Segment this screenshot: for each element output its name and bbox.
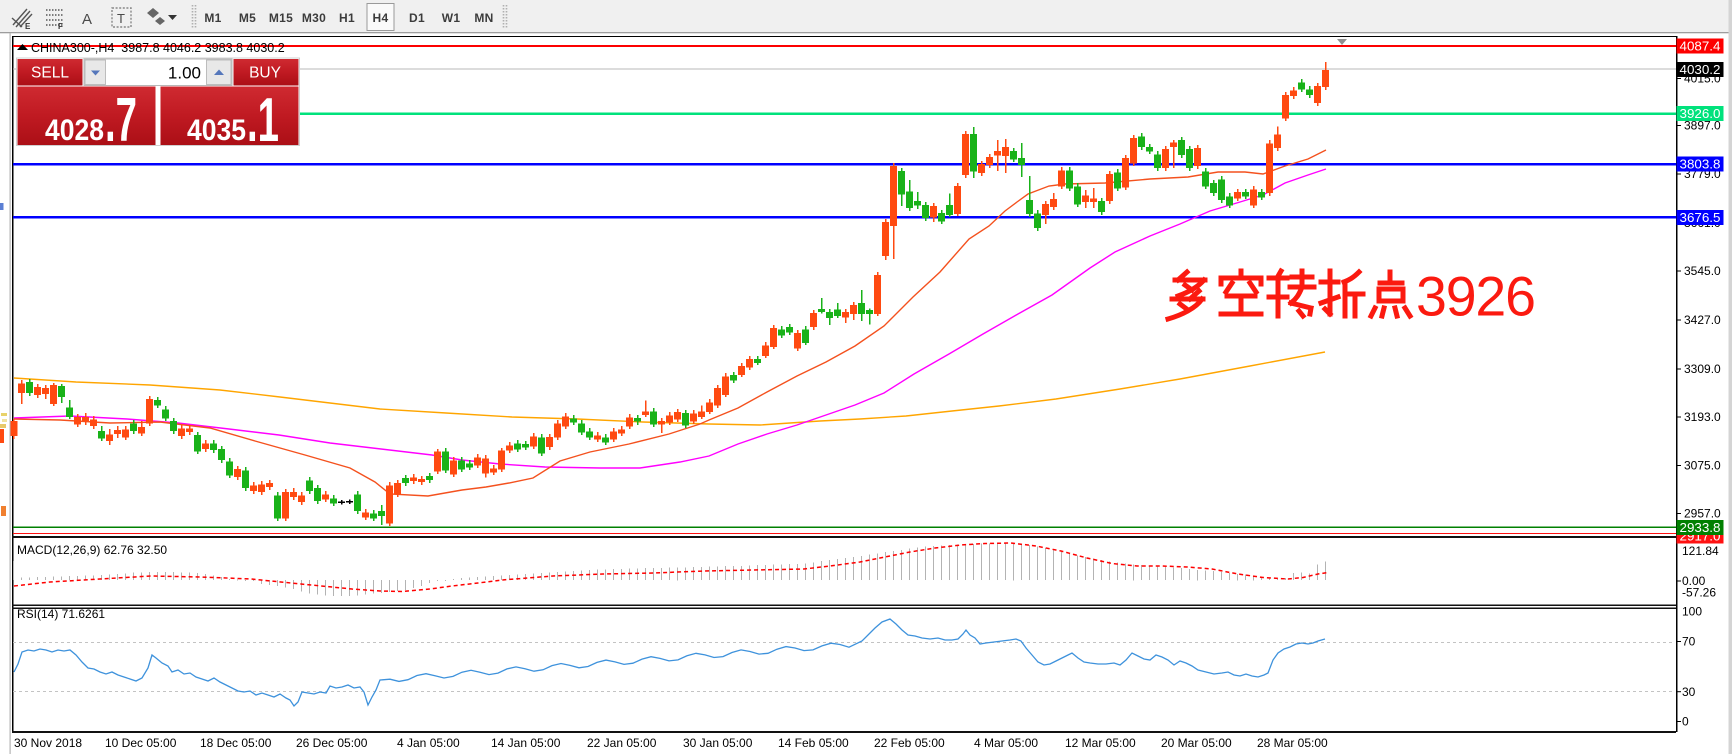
svg-text:M15: M15 [269,11,293,25]
svg-text:3803.8: 3803.8 [1680,158,1721,172]
svg-text:2957.0: 2957.0 [1684,507,1721,521]
svg-text:SELL: SELL [31,65,69,82]
svg-text:18 Dec 05:00: 18 Dec 05:00 [200,736,272,750]
svg-text:-57.26: -57.26 [1682,586,1716,600]
svg-text:3926.0: 3926.0 [1680,107,1721,121]
svg-text:30 Nov 2018: 30 Nov 2018 [14,736,82,750]
svg-text:3309.0: 3309.0 [1684,362,1721,376]
svg-text:W1: W1 [442,11,461,25]
svg-text:22 Feb 05:00: 22 Feb 05:00 [874,736,945,750]
svg-text:F: F [58,22,63,31]
svg-text:3897.0: 3897.0 [1684,119,1721,133]
svg-text:4035: 4035 [187,114,246,147]
svg-text:RSI(14) 71.6261: RSI(14) 71.6261 [17,607,105,621]
svg-text:10 Dec 05:00: 10 Dec 05:00 [105,736,177,750]
svg-text:.7: .7 [105,86,137,155]
svg-text:3427.0: 3427.0 [1684,313,1721,327]
svg-text:12 Mar 05:00: 12 Mar 05:00 [1065,736,1136,750]
svg-text:0: 0 [1682,715,1689,729]
svg-text:CHINA300-,H4 3987.8 4046.2 39: CHINA300-,H4 3987.8 4046.2 3983.8 4030.2 [31,41,285,55]
svg-text:BUY: BUY [249,65,281,82]
svg-text:3545.0: 3545.0 [1684,264,1721,278]
svg-text:4030.2: 4030.2 [1680,63,1721,77]
svg-text:H1: H1 [339,11,355,25]
svg-text:0.00: 0.00 [1682,574,1706,588]
svg-text:22 Jan 05:00: 22 Jan 05:00 [587,736,657,750]
svg-text:20 Mar 05:00: 20 Mar 05:00 [1161,736,1232,750]
svg-text:1.00: 1.00 [168,64,201,83]
svg-text:M5: M5 [239,11,256,25]
svg-text:14 Feb 05:00: 14 Feb 05:00 [778,736,849,750]
svg-text:121.84: 121.84 [1682,544,1719,558]
svg-text:.1: .1 [247,86,279,155]
svg-text:100: 100 [1682,605,1702,619]
svg-text:M1: M1 [204,11,221,25]
svg-text:MACD(12,26,9) 62.76 32.50: MACD(12,26,9) 62.76 32.50 [17,543,167,557]
svg-text:2933.8: 2933.8 [1680,521,1721,535]
svg-text:70: 70 [1682,635,1696,649]
svg-text:E: E [25,22,31,31]
svg-text:D1: D1 [409,11,425,25]
svg-text:4028: 4028 [45,114,104,147]
svg-text:30: 30 [1682,685,1696,699]
svg-text:14 Jan 05:00: 14 Jan 05:00 [491,736,561,750]
svg-text:3926: 3926 [1416,266,1536,328]
svg-text:MN: MN [474,11,493,25]
svg-text:30 Jan 05:00: 30 Jan 05:00 [683,736,753,750]
svg-text:26 Dec 05:00: 26 Dec 05:00 [296,736,368,750]
svg-text:M30: M30 [302,11,326,25]
svg-text:3193.0: 3193.0 [1684,410,1721,424]
svg-text:4087.4: 4087.4 [1680,40,1721,54]
svg-text:4 Mar 05:00: 4 Mar 05:00 [974,736,1038,750]
svg-text:4 Jan 05:00: 4 Jan 05:00 [397,736,460,750]
svg-text:28 Mar 05:00: 28 Mar 05:00 [1257,736,1328,750]
svg-text:T: T [117,11,125,26]
svg-text:3075.0: 3075.0 [1684,459,1721,473]
svg-text:3676.5: 3676.5 [1680,211,1721,225]
svg-text:H4: H4 [373,11,389,25]
svg-text:A: A [82,11,92,28]
